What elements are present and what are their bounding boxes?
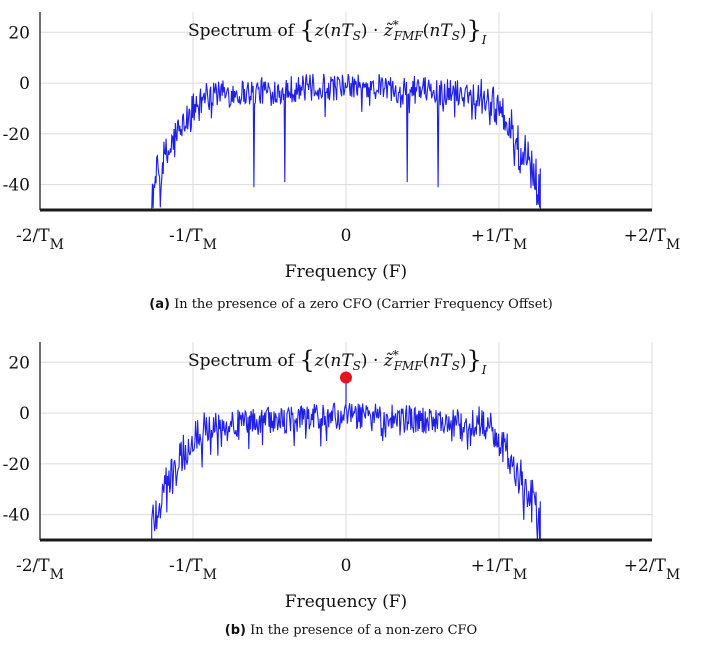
x-axis-label: Frequency (F): [285, 262, 407, 282]
x-tick-label: +1/TM: [471, 556, 527, 583]
caption-tag-b: (b): [224, 623, 246, 638]
x-tick-label: -2/TM: [16, 556, 64, 583]
caption-a: (a) In the presence of a zero CFO (Carri…: [0, 297, 702, 312]
y-tick-label: -20: [3, 125, 30, 145]
x-tick-label: -1/TM: [169, 226, 217, 253]
caption-text-a: In the presence of a zero CFO (Carrier F…: [174, 297, 553, 312]
y-tick-label: -40: [3, 506, 30, 526]
x-tick-label: +1/TM: [471, 226, 527, 253]
chart-panel-a: 20 0 -20 -40 -2/TM -1/TM 0 +1/TM +2/TM Frequency …: [0, 12, 702, 312]
x-tick-label: 0: [341, 556, 352, 576]
spectrum-chart-b: 20 0 -20 -40 -2/TM -1/TM 0 +1/TM +2/TM Frequency …: [3, 342, 680, 612]
y-tick-label: 0: [19, 404, 30, 424]
y-tick-label: -40: [3, 176, 30, 196]
x-tick-label: +2/TM: [624, 556, 680, 583]
spectrum-chart-a: 20 0 -20 -40 -2/TM -1/TM 0 +1/TM +2/TM Frequency …: [3, 12, 680, 282]
caption-tag-a: (a): [149, 297, 170, 312]
y-tick-label: 20: [8, 23, 30, 43]
y-tick-label: 0: [19, 74, 30, 94]
chart-panel-b: 20 0 -20 -40 -2/TM -1/TM 0 +1/TM +2/TM Frequency …: [0, 330, 702, 653]
y-tick-label: -20: [3, 455, 30, 475]
caption-b: (b) In the presence of a non-zero CFO: [0, 623, 702, 638]
series-spectrum-line: [151, 73, 541, 211]
chart-title: Spectrum of {z(nTS) · z̃* FMF(nTS)}I: [188, 16, 487, 47]
x-tick-label: +2/TM: [624, 226, 680, 253]
y-tick-label: 20: [8, 353, 30, 373]
x-tick-label: -2/TM: [16, 226, 64, 253]
grid-lines: [39, 12, 653, 210]
caption-text-b: In the presence of a non-zero CFO: [250, 623, 478, 638]
x-tick-label: 0: [341, 226, 352, 246]
x-tick-label: -1/TM: [169, 556, 217, 583]
chart-title: Spectrum of {z(nTS) · z̃* FMF(nTS)}I: [188, 346, 487, 377]
peak-marker: [340, 371, 352, 384]
x-axis-label: Frequency (F): [285, 592, 407, 612]
